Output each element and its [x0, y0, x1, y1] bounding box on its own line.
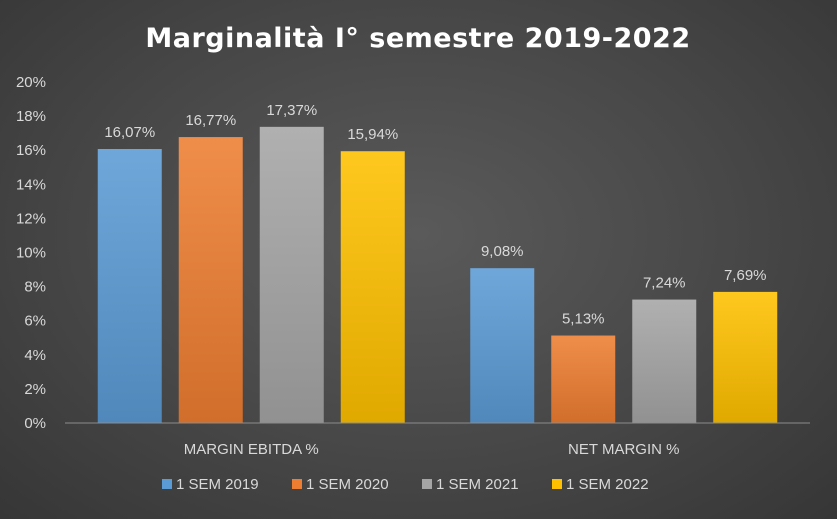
- bar: [632, 299, 697, 423]
- bar: [340, 151, 405, 423]
- legend-label: 1 SEM 2021: [436, 476, 519, 493]
- data-label: 7,69%: [724, 267, 767, 284]
- data-label: 15,94%: [347, 126, 398, 143]
- data-label: 16,07%: [104, 124, 155, 141]
- y-tick-label: 10%: [16, 245, 46, 262]
- bar: [713, 291, 778, 423]
- y-tick-label: 8%: [24, 279, 46, 296]
- legend-swatch: [162, 479, 172, 489]
- data-labels-group: 16,07% 16,77% 17,37% 15,94% 9,08% 5,13% 7,24% 7…: [104, 102, 766, 328]
- bar: [97, 149, 162, 423]
- category-label: NET MARGIN %: [568, 441, 679, 458]
- category-label: MARGIN EBITDA %: [184, 441, 319, 458]
- legend-item: 1 SEM 2020: [292, 476, 389, 493]
- bar: [178, 137, 243, 423]
- legend-label: 1 SEM 2020: [306, 476, 389, 493]
- legend-label: 1 SEM 2022: [566, 476, 649, 493]
- legend-item: 1 SEM 2019: [162, 476, 259, 493]
- y-tick-label: 0%: [24, 415, 46, 432]
- y-tick-label: 2%: [24, 381, 46, 398]
- y-tick-label: 12%: [16, 210, 46, 227]
- y-tick-label: 4%: [24, 347, 46, 364]
- data-label: 17,37%: [266, 102, 317, 119]
- y-tick-label: 18%: [16, 108, 46, 125]
- x-axis: MARGIN EBITDA % NET MARGIN %: [184, 441, 680, 458]
- y-tick-label: 20%: [16, 74, 46, 91]
- y-tick-label: 6%: [24, 313, 46, 330]
- legend-swatch: [292, 479, 302, 489]
- data-label: 9,08%: [481, 243, 524, 260]
- data-label: 7,24%: [643, 275, 686, 292]
- legend-label: 1 SEM 2019: [176, 476, 259, 493]
- y-tick-label: 14%: [16, 176, 46, 193]
- data-label: 16,77%: [185, 112, 236, 129]
- legend-item: 1 SEM 2021: [422, 476, 519, 493]
- legend-item: 1 SEM 2022: [552, 476, 649, 493]
- bar: [470, 268, 535, 423]
- legend: 1 SEM 2019 1 SEM 2020 1 SEM 2021 1 SEM 2022: [162, 476, 649, 493]
- legend-swatch: [552, 479, 562, 489]
- y-tick-label: 16%: [16, 142, 46, 159]
- data-label: 5,13%: [562, 311, 605, 328]
- chart-title: Marginalità I° semestre 2019-2022: [145, 23, 690, 54]
- legend-swatch: [422, 479, 432, 489]
- bars-group: [97, 126, 778, 424]
- y-axis: 0% 2% 4% 6% 8% 10% 12% 14% 16% 18% 20%: [16, 74, 46, 432]
- bar: [259, 126, 324, 424]
- bar: [551, 335, 616, 423]
